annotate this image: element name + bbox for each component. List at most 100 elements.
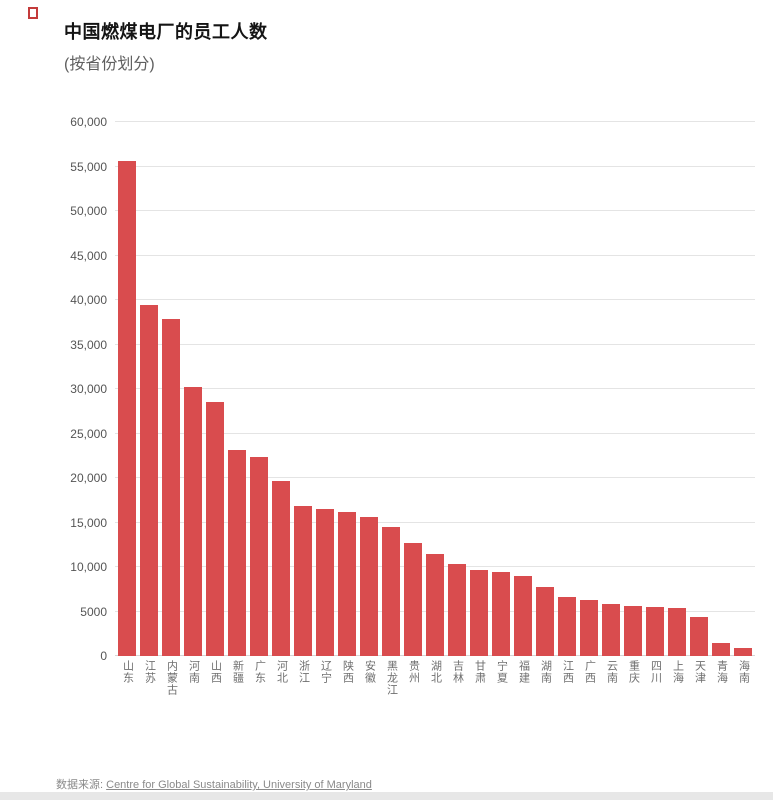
chart-title: 中国燃煤电厂的员工人数	[64, 22, 268, 42]
x-label: 云南	[605, 660, 618, 684]
bar	[536, 586, 554, 656]
bar	[668, 607, 686, 656]
x-label: 浙江	[297, 660, 310, 684]
bar	[514, 575, 532, 656]
y-tick-label: 40,000	[70, 293, 107, 307]
x-label: 福建	[517, 660, 530, 684]
gridline	[115, 388, 755, 389]
y-tick-label: 55,000	[70, 159, 107, 174]
x-label-slot: 河北	[272, 660, 290, 760]
source-note: 数据来源: Centre for Global Sustainability, …	[56, 776, 372, 792]
bar	[382, 526, 400, 656]
x-label: 江苏	[143, 660, 156, 684]
x-label-slot: 黑龙江	[382, 660, 400, 760]
x-label-slot: 四川	[646, 660, 664, 760]
x-label-slot: 山东	[118, 660, 136, 760]
gridline	[115, 343, 755, 345]
x-label-slot: 新疆	[228, 660, 246, 760]
bar	[294, 505, 312, 656]
x-label-slot: 江西	[558, 660, 576, 760]
x-label: 广西	[583, 660, 596, 684]
x-label-slot: 天津	[690, 660, 708, 760]
bar	[338, 511, 356, 656]
bar	[272, 480, 290, 656]
bars-container	[115, 122, 755, 656]
x-label: 上海	[671, 660, 684, 684]
x-label: 甘肃	[473, 660, 486, 684]
x-label: 辽宁	[319, 660, 332, 684]
x-label-slot: 海南	[734, 660, 752, 760]
gridline	[115, 432, 755, 434]
x-label-slot: 辽宁	[316, 660, 334, 760]
bar	[690, 616, 708, 656]
bar	[426, 553, 444, 656]
source-link[interactable]: Centre for Global Sustainability, Univer…	[106, 779, 372, 791]
y-tick-label: 60,000	[70, 115, 107, 129]
gridline	[115, 477, 755, 478]
bar	[206, 402, 224, 656]
x-label-slot: 江苏	[140, 660, 158, 760]
x-label: 山西	[209, 660, 222, 684]
x-label: 青海	[715, 660, 728, 684]
x-label-slot: 安徽	[360, 660, 378, 760]
y-tick-label: 50,000	[70, 204, 107, 218]
x-label: 四川	[649, 660, 662, 684]
bar	[250, 456, 268, 656]
bar	[580, 599, 598, 656]
y-tick-label: 45,000	[70, 248, 107, 263]
bar	[162, 318, 180, 656]
y-axis: 0 5000 10,000 15,000 20,000 25,000 30,000 35,00…	[55, 115, 115, 663]
bar	[734, 648, 752, 656]
bar	[492, 572, 510, 656]
bar	[624, 606, 642, 656]
y-tick-label: 20,000	[70, 471, 107, 485]
x-label-slot: 湖北	[426, 660, 444, 760]
x-label: 河北	[275, 660, 288, 684]
x-label-slot: 甘肃	[470, 660, 488, 760]
x-label: 广东	[253, 660, 266, 684]
x-label-slot: 吉林	[448, 660, 466, 760]
y-tick-label: 5000	[80, 604, 107, 619]
x-label-slot: 浙江	[294, 660, 312, 760]
bottom-strip	[0, 792, 773, 800]
bar	[316, 509, 334, 656]
x-label: 海南	[737, 660, 750, 684]
x-axis-labels: 山东 江苏 内蒙古 河南 山西 新疆 广东 河北 浙江 辽宁 陕西 安徽 黑龙江 贵州 湖北 吉林 甘肃 宁夏 福建…	[115, 660, 755, 760]
x-label: 陕西	[341, 660, 354, 684]
bar	[448, 564, 466, 656]
y-tick-label: 35,000	[70, 337, 107, 352]
gridline	[115, 299, 755, 300]
y-tick-label: 10,000	[70, 560, 107, 574]
x-label: 黑龙江	[385, 660, 398, 696]
x-label: 河南	[187, 660, 200, 684]
gridline	[115, 210, 755, 211]
x-label: 山东	[121, 660, 134, 684]
bar-chart: 0 5000 10,000 15,000 20,000 25,000 30,000 35,00…	[55, 115, 755, 663]
corner-mark	[28, 7, 38, 19]
x-label-slot: 云南	[602, 660, 620, 760]
gridline	[115, 254, 755, 256]
x-label-slot: 内蒙古	[162, 660, 180, 760]
source-label: 数据来源:	[56, 779, 104, 791]
x-label: 湖北	[429, 660, 442, 684]
x-label-slot: 山西	[206, 660, 224, 760]
x-label: 湖南	[539, 660, 552, 684]
x-label-slot: 上海	[668, 660, 686, 760]
x-label-slot: 陕西	[338, 660, 356, 760]
x-label-slot: 湖南	[536, 660, 554, 760]
bar	[558, 597, 576, 656]
x-label-slot: 青海	[712, 660, 730, 760]
x-label: 吉林	[451, 660, 464, 684]
x-label: 宁夏	[495, 660, 508, 684]
y-tick-label: 25,000	[70, 426, 107, 441]
x-label: 安徽	[363, 660, 376, 684]
bar	[712, 642, 730, 656]
x-label: 新疆	[231, 660, 244, 684]
gridline	[115, 121, 755, 122]
y-tick-label: 0	[100, 649, 107, 663]
plot-area	[115, 121, 755, 656]
x-label-slot: 贵州	[404, 660, 422, 760]
x-label-slot: 广东	[250, 660, 268, 760]
x-label: 内蒙古	[165, 660, 178, 696]
